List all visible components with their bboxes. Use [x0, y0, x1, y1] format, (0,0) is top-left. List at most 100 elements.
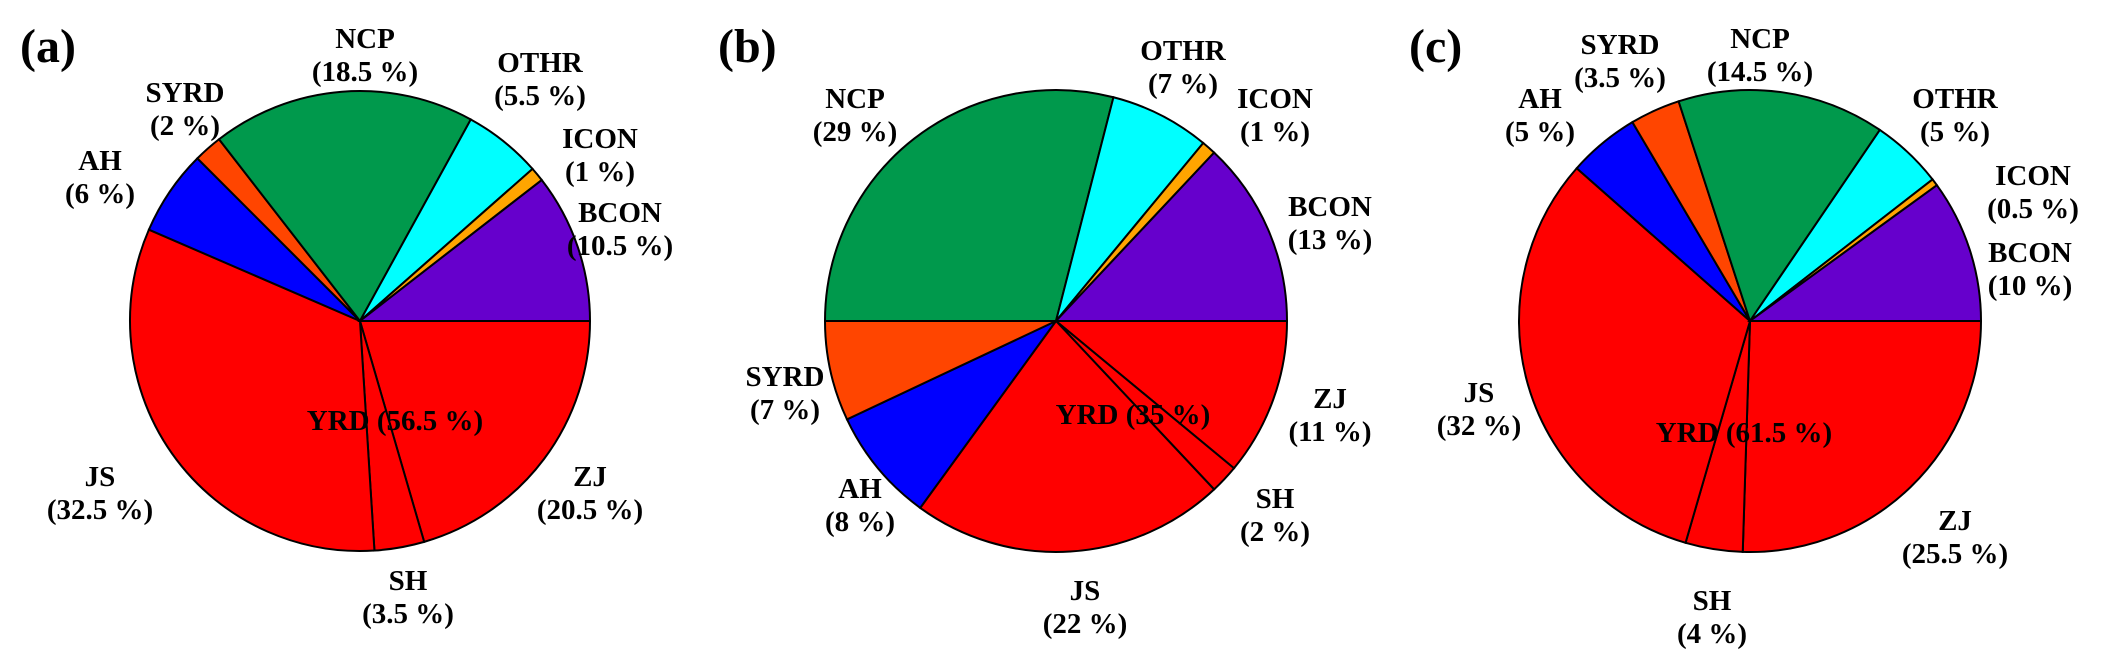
- slice-name: JS: [1070, 575, 1101, 607]
- pie-slice-bcon: [357, 178, 592, 322]
- pie-slice-ah: [845, 320, 1057, 510]
- slice-percent: (13 %): [1288, 224, 1373, 256]
- slice-name: JS: [1464, 377, 1495, 409]
- slice-label-bcon: BCON (13 %): [1288, 191, 1373, 256]
- panel-letter-c: (c): [1409, 20, 1462, 73]
- slice-percent: (5.5 %): [494, 80, 586, 112]
- slice-label-js: JS (32.5 %): [47, 461, 153, 526]
- slice-label-ah: AH (5 %): [1505, 83, 1575, 148]
- slice-name: AH: [838, 473, 882, 505]
- slice-name: SH: [1693, 585, 1732, 617]
- pie-slice-othr: [1055, 96, 1205, 322]
- pie-slice-ncp: [217, 90, 473, 323]
- slice-name: NCP: [825, 83, 885, 115]
- slice-label-icon: ICON (1 %): [1237, 83, 1313, 148]
- slice-label-icon: ICON (1 %): [562, 123, 638, 188]
- slice-percent: (22 %): [1043, 608, 1128, 640]
- pie-slice-bcon: [1053, 151, 1289, 322]
- slice-percent: (3.5 %): [1574, 62, 1666, 94]
- pie-slices: [1518, 89, 1983, 553]
- slice-label-zj: ZJ (20.5 %): [537, 461, 643, 526]
- yrd-center-label: YRD (61.5 %): [1656, 417, 1832, 449]
- slice-label-othr: OTHR (5.5 %): [494, 47, 586, 112]
- slice-name: SH: [389, 565, 428, 597]
- slice-label-js: JS (22 %): [1043, 575, 1128, 640]
- slice-percent: (20.5 %): [537, 494, 643, 526]
- slice-label-sh: SH (3.5 %): [362, 565, 454, 630]
- slice-percent: (14.5 %): [1707, 56, 1813, 88]
- slice-percent: (18.5 %): [312, 56, 418, 88]
- slice-label-syrd: SYRD (2 %): [146, 77, 225, 142]
- slice-name: SYRD: [746, 361, 825, 393]
- pie-slices: [129, 90, 592, 552]
- slice-name: NCP: [335, 23, 395, 55]
- slice-label-othr: OTHR (7 %): [1140, 35, 1226, 100]
- slice-label-syrd: SYRD (7 %): [746, 361, 825, 426]
- pie-panel-c: (c) YRD (61.5 %) ZJ (25.5 %) SH (4 %) JS (32 …: [1409, 20, 2079, 650]
- pie-slice-zj: [1053, 320, 1289, 470]
- slice-name: AH: [1518, 83, 1562, 115]
- slice-name: ZJ: [1938, 505, 1972, 537]
- slice-percent: (3.5 %): [362, 598, 454, 630]
- slice-name: NCP: [1730, 23, 1790, 55]
- slice-label-zj: ZJ (11 %): [1289, 383, 1372, 448]
- slice-name: ZJ: [573, 461, 607, 493]
- slice-percent: (11 %): [1289, 416, 1372, 448]
- slice-label-othr: OTHR (5 %): [1912, 83, 1998, 148]
- pie-slice-ncp: [1677, 89, 1882, 324]
- panel-letter-b: (b): [718, 20, 777, 73]
- pie-slice-syrd: [823, 320, 1057, 421]
- slice-name: OTHR: [497, 47, 583, 79]
- slice-percent: (32 %): [1437, 410, 1522, 442]
- pie-slice-bcon: [1746, 183, 1983, 322]
- slice-percent: (2 %): [1240, 516, 1310, 548]
- slice-percent: (32.5 %): [47, 494, 153, 526]
- slice-name: ICON: [562, 123, 638, 155]
- slice-name: SYRD: [146, 77, 225, 109]
- slice-percent: (2 %): [150, 110, 220, 142]
- slice-label-ncp: NCP (29 %): [813, 83, 898, 148]
- slice-percent: (29 %): [813, 116, 898, 148]
- slice-percent: (10 %): [1988, 270, 2073, 302]
- slice-label-ncp: NCP (14.5 %): [1707, 23, 1813, 88]
- slice-name: ZJ: [1313, 383, 1347, 415]
- slice-name: ICON: [1995, 160, 2071, 192]
- slice-name: BCON: [1288, 191, 1372, 223]
- pie-slice-js: [1518, 166, 1752, 545]
- slice-label-ah: AH (8 %): [825, 473, 895, 538]
- slice-label-icon: ICON (0.5 %): [1987, 160, 2079, 225]
- slice-name: BCON: [578, 197, 662, 229]
- slice-name: OTHR: [1140, 35, 1226, 67]
- slice-label-ncp: NCP (18.5 %): [312, 23, 418, 88]
- slice-percent: (5 %): [1505, 116, 1575, 148]
- slice-name: JS: [85, 461, 116, 493]
- slice-percent: (8 %): [825, 506, 895, 538]
- slice-label-sh: SH (2 %): [1240, 483, 1310, 548]
- slice-percent: (1 %): [1240, 116, 1310, 148]
- pie-panel-b: (b) YRD (35 %) ZJ (11 %) SH (2 %) JS (22 %) AH…: [718, 20, 1372, 640]
- pie-slice-zj: [358, 320, 592, 544]
- slice-label-ah: AH (6 %): [65, 145, 135, 210]
- slice-percent: (1 %): [565, 156, 635, 188]
- yrd-center-label: YRD (56.5 %): [307, 405, 483, 437]
- slice-percent: (7 %): [1148, 68, 1218, 100]
- slice-percent: (5 %): [1920, 116, 1990, 148]
- slice-name: OTHR: [1912, 83, 1998, 115]
- slice-labels: ZJ (20.5 %)SH (3.5 %)JS (32.5 %)AH (6 %)SYRD…: [47, 23, 673, 630]
- slice-name: AH: [78, 145, 122, 177]
- slice-name: SYRD: [1581, 29, 1660, 61]
- panel-letter-a: (a): [20, 20, 76, 73]
- slice-name: BCON: [1988, 237, 2072, 269]
- pie-slice-zj: [1741, 320, 1983, 553]
- slice-percent: (0.5 %): [1987, 193, 2079, 225]
- slice-label-bcon: BCON (10 %): [1988, 237, 2073, 302]
- pie-slice-ncp: [823, 89, 1115, 322]
- pie-slices: [823, 89, 1289, 553]
- pie-panel-a: (a) YRD (56.5 %) ZJ (20.5 %)SH (3.5 %)JS (3…: [20, 20, 673, 630]
- pie-slice-js: [129, 228, 376, 552]
- slice-labels: ZJ (11 %)SH (2 %)JS (22 %)AH (8 %)SYRD (7 %)N…: [746, 35, 1373, 640]
- slice-label-bcon: BCON (10.5 %): [567, 197, 673, 262]
- slice-labels: ZJ (25.5 %)SH (4 %)JS (32 %)AH (5 %)SYRD (3.5…: [1437, 23, 2079, 650]
- slice-label-js: JS (32 %): [1437, 377, 1522, 442]
